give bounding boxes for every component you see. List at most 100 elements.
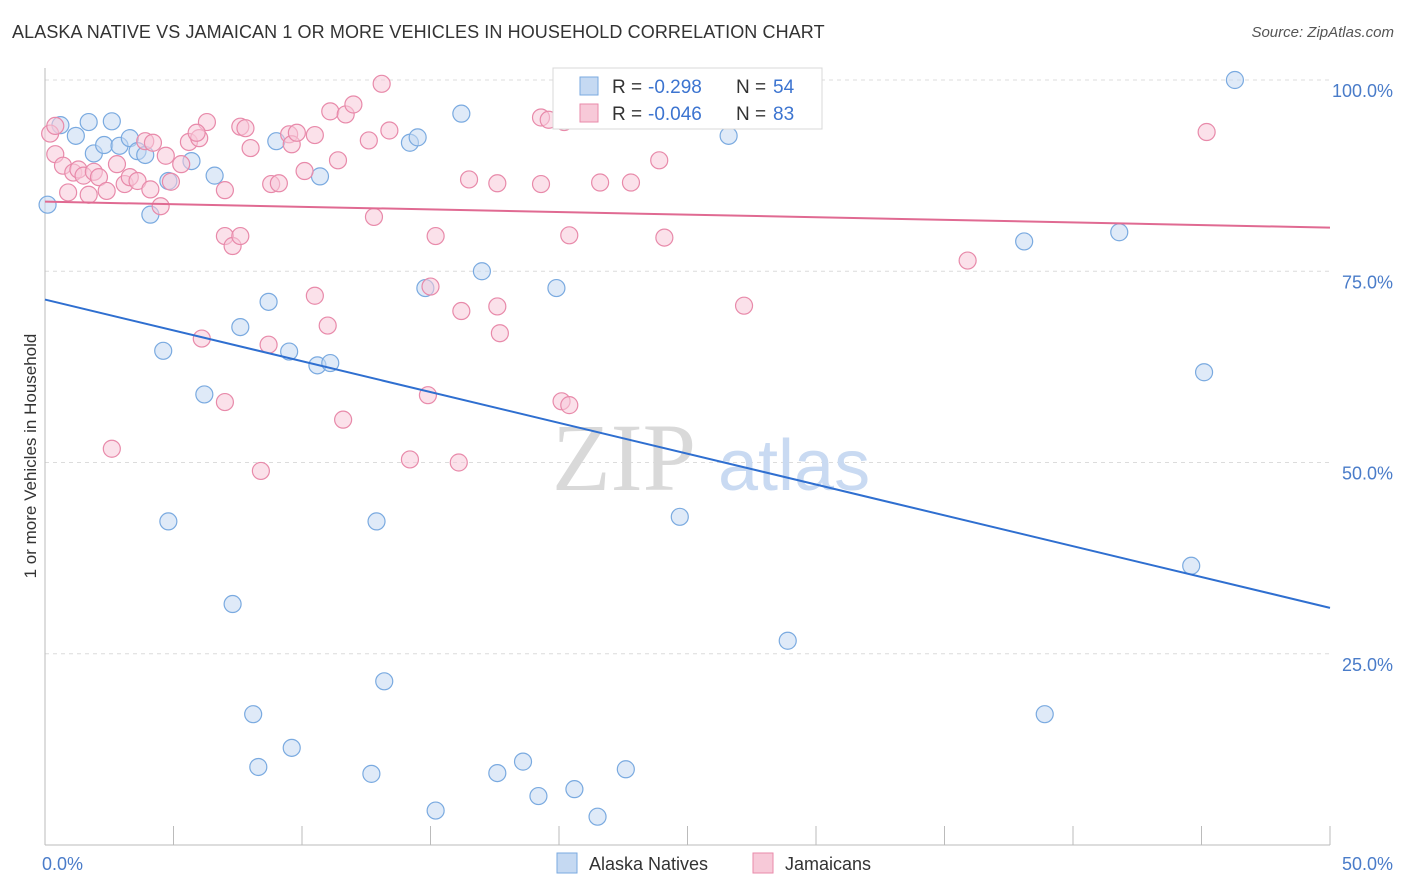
data-point xyxy=(375,672,394,691)
data-point xyxy=(1194,363,1214,382)
data-point xyxy=(89,168,109,187)
data-point xyxy=(621,173,641,192)
data-point xyxy=(154,341,173,360)
data-point xyxy=(249,757,268,777)
data-point xyxy=(452,301,471,321)
data-point xyxy=(236,119,255,138)
legend-r-value: -0.298 xyxy=(648,77,702,98)
data-point xyxy=(310,167,330,186)
data-point xyxy=(1110,223,1129,242)
data-point xyxy=(79,112,98,132)
data-point xyxy=(215,392,234,412)
data-point xyxy=(102,439,121,458)
y-axis-title-group: 1 or more Vehicles in Household xyxy=(21,334,40,579)
data-point xyxy=(1035,705,1054,724)
y-tick-label: 100.0% xyxy=(1332,81,1393,101)
data-point xyxy=(159,512,178,531)
data-point xyxy=(259,292,278,311)
data-point xyxy=(362,764,381,783)
data-point xyxy=(565,780,584,799)
data-point xyxy=(488,174,507,193)
legend: R = -0.298 N = 54 R = -0.046 N = 83 xyxy=(552,67,823,130)
data-point xyxy=(449,453,468,472)
legend-n-value: 54 xyxy=(773,77,795,98)
legend-swatch xyxy=(579,103,599,123)
bottom-legend-swatch xyxy=(752,852,774,874)
y-tick-label: 50.0% xyxy=(1342,464,1393,484)
data-point xyxy=(1225,70,1245,90)
data-point xyxy=(547,278,566,298)
data-point xyxy=(102,112,121,131)
data-point xyxy=(426,226,445,246)
data-point xyxy=(616,760,635,779)
watermark-atlas: atlas xyxy=(718,426,870,506)
data-point xyxy=(359,131,378,150)
watermark-zip: ZIP xyxy=(552,404,696,511)
data-point xyxy=(529,786,548,806)
data-point xyxy=(66,126,85,145)
trend-lines xyxy=(44,200,1331,609)
data-point xyxy=(141,180,160,199)
data-point xyxy=(172,155,191,174)
x-tick-label: 50.0% xyxy=(1342,854,1393,874)
data-point xyxy=(295,161,314,181)
grid-lines: 25.0% 50.0% 75.0% 100.0% xyxy=(45,79,1393,675)
data-point xyxy=(95,135,114,155)
data-point xyxy=(426,801,445,820)
data-point xyxy=(244,705,263,724)
y-tick-label: 75.0% xyxy=(1342,272,1393,292)
watermark: ZIP atlas xyxy=(552,404,870,511)
data-point xyxy=(223,594,242,614)
data-point xyxy=(195,385,214,404)
data-point xyxy=(321,102,340,121)
data-point xyxy=(79,185,98,204)
data-point xyxy=(421,277,440,296)
data-point xyxy=(531,174,551,194)
data-point xyxy=(205,166,224,185)
y-tick-label: 25.0% xyxy=(1342,655,1393,675)
data-point xyxy=(719,126,738,145)
data-point xyxy=(151,197,170,216)
legend-r-label: R = xyxy=(612,104,642,125)
data-point xyxy=(734,296,754,315)
data-point xyxy=(452,104,471,123)
legend-n-label: N = xyxy=(736,104,766,125)
legend-n-value: 83 xyxy=(773,104,794,125)
data-point xyxy=(1015,232,1034,251)
data-point xyxy=(408,128,427,147)
data-point xyxy=(588,807,607,826)
data-point xyxy=(400,450,420,469)
bottom-legend-label: Jamaicans xyxy=(785,854,871,874)
data-point xyxy=(269,174,288,193)
data-point xyxy=(251,461,270,481)
legend-r-value: -0.046 xyxy=(648,104,702,125)
data-point xyxy=(513,752,533,771)
data-point xyxy=(46,116,65,136)
data-point xyxy=(231,317,250,337)
data-point xyxy=(778,631,797,650)
data-point xyxy=(488,763,507,783)
data-point xyxy=(215,181,234,200)
data-point xyxy=(59,183,78,202)
axes: 0.0% 50.0% xyxy=(42,68,1393,874)
data-point xyxy=(459,170,479,189)
data-point xyxy=(38,195,57,214)
bottom-legend-label: Alaska Natives xyxy=(589,854,708,874)
data-point xyxy=(187,123,206,142)
bottom-legend: Alaska Natives Jamaicans xyxy=(556,852,871,874)
data-point xyxy=(241,138,260,158)
chart-title: ALASKA NATIVE VS JAMAICAN 1 OR MORE VEHI… xyxy=(12,22,825,42)
data-point xyxy=(156,146,175,165)
data-point xyxy=(344,95,363,114)
legend-n-label: N = xyxy=(736,77,766,98)
y-axis-title: 1 or more Vehicles in Household xyxy=(21,334,40,579)
data-point xyxy=(958,251,977,270)
data-point xyxy=(280,342,299,361)
trend-line xyxy=(44,200,1331,229)
data-point xyxy=(560,396,579,415)
data-point xyxy=(305,286,324,305)
data-point xyxy=(259,335,278,354)
data-points xyxy=(38,70,1245,826)
data-point xyxy=(472,262,491,281)
